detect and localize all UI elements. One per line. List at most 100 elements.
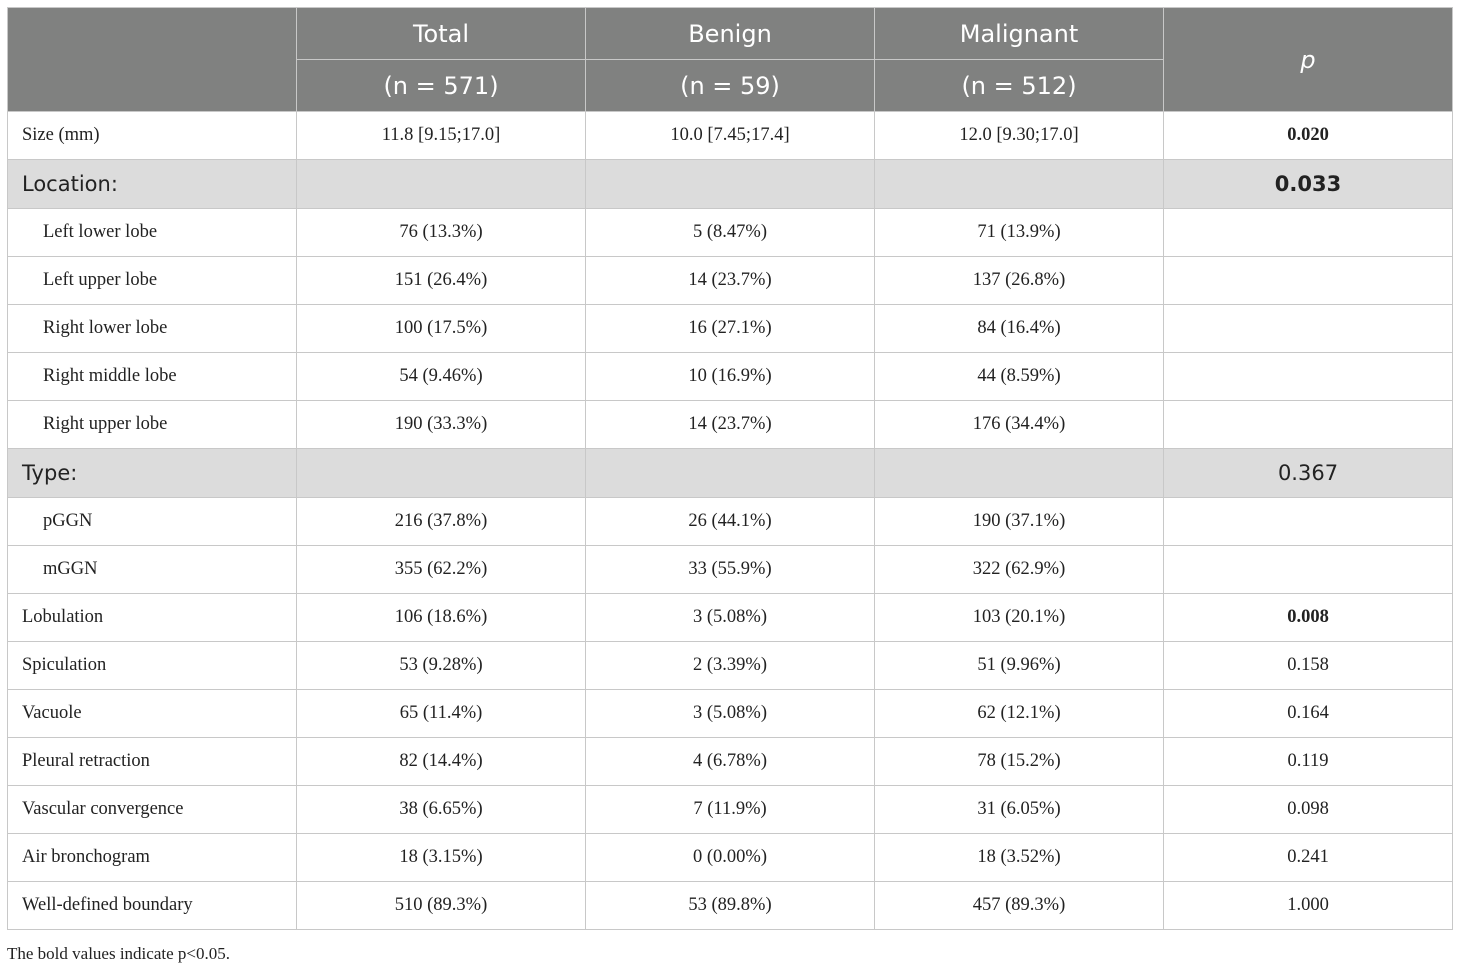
- table-row: pGGN 216 (37.8%) 26 (44.1%) 190 (37.1%): [7, 497, 1453, 546]
- cell-total: 100 (17.5%): [296, 304, 586, 353]
- cell-malignant: 103 (20.1%): [874, 593, 1164, 642]
- cell-benign: 53 (89.8%): [585, 881, 875, 930]
- table-row: Left lower lobe 76 (13.3%) 5 (8.47%) 71 (13…: [7, 208, 1453, 257]
- cell-total: 510 (89.3%): [296, 881, 586, 930]
- header-benign-n: (n = 59): [585, 59, 875, 112]
- cell-total: 38 (6.65%): [296, 785, 586, 834]
- header-total: Total: [296, 7, 586, 60]
- cell-total: 82 (14.4%): [296, 737, 586, 786]
- cell-benign: 16 (27.1%): [585, 304, 875, 353]
- cell-total: 76 (13.3%): [296, 208, 586, 257]
- row-label: Right middle lobe: [7, 352, 297, 401]
- table-header: Total Benign Malignant p (n = 571) (n = …: [7, 7, 1453, 112]
- table-row: Lobulation 106 (18.6%) 3 (5.08%) 103 (20.1%…: [7, 593, 1453, 642]
- cell-malignant: [874, 448, 1164, 498]
- cell-malignant: 44 (8.59%): [874, 352, 1164, 401]
- cell-malignant: 71 (13.9%): [874, 208, 1164, 257]
- cell-malignant: 51 (9.96%): [874, 641, 1164, 690]
- cell-p-value: [1163, 352, 1453, 401]
- section-row: Type: 0.367: [7, 448, 1453, 498]
- cell-total: 355 (62.2%): [296, 545, 586, 594]
- cell-benign: 2 (3.39%): [585, 641, 875, 690]
- cell-p-value: 0.098: [1163, 785, 1453, 834]
- table-row: Vacuole 65 (11.4%) 3 (5.08%) 62 (12.1%) 0.16…: [7, 689, 1453, 738]
- row-label: Vacuole: [7, 689, 297, 738]
- cell-p-value: [1163, 256, 1453, 305]
- row-label: Lobulation: [7, 593, 297, 642]
- cell-malignant: [874, 159, 1164, 209]
- cell-benign: [585, 448, 875, 498]
- section-row: Location: 0.033: [7, 159, 1453, 209]
- cell-p-value: 1.000: [1163, 881, 1453, 930]
- header-p-value: p: [1163, 7, 1453, 112]
- table-row: Right upper lobe 190 (33.3%) 14 (23.7%) 176…: [7, 400, 1453, 449]
- table-row: mGGN 355 (62.2%) 33 (55.9%) 322 (62.9%): [7, 545, 1453, 594]
- cell-benign: 4 (6.78%): [585, 737, 875, 786]
- cell-p-value: 0.020: [1163, 111, 1453, 160]
- cell-p-value: 0.164: [1163, 689, 1453, 738]
- cell-benign: 10.0 [7.45;17.4]: [585, 111, 875, 160]
- cell-total: 54 (9.46%): [296, 352, 586, 401]
- cell-benign: 0 (0.00%): [585, 833, 875, 882]
- row-label: Type:: [7, 448, 297, 498]
- cell-p-value: [1163, 497, 1453, 546]
- row-label: Air bronchogram: [7, 833, 297, 882]
- row-label: pGGN: [7, 497, 297, 546]
- cell-malignant: 457 (89.3%): [874, 881, 1164, 930]
- cell-total: 18 (3.15%): [296, 833, 586, 882]
- row-label: Pleural retraction: [7, 737, 297, 786]
- cell-benign: 26 (44.1%): [585, 497, 875, 546]
- cell-p-value: 0.367: [1163, 448, 1453, 498]
- cell-p-value: 0.158: [1163, 641, 1453, 690]
- cell-p-value: [1163, 400, 1453, 449]
- cell-malignant: 322 (62.9%): [874, 545, 1164, 594]
- cell-total: 53 (9.28%): [296, 641, 586, 690]
- cell-malignant: 18 (3.52%): [874, 833, 1164, 882]
- table-row: Pleural retraction 82 (14.4%) 4 (6.78%) 78 …: [7, 737, 1453, 786]
- cell-benign: 3 (5.08%): [585, 593, 875, 642]
- cell-total: 65 (11.4%): [296, 689, 586, 738]
- table-row: Well-defined boundary 510 (89.3%) 53 (89.8…: [7, 881, 1453, 930]
- table-row: Right middle lobe 54 (9.46%) 10 (16.9%) 44 …: [7, 352, 1453, 401]
- cell-p-value: 0.008: [1163, 593, 1453, 642]
- row-label: Left upper lobe: [7, 256, 297, 305]
- cell-total: [296, 159, 586, 209]
- row-label: Right upper lobe: [7, 400, 297, 449]
- table-row: Spiculation 53 (9.28%) 2 (3.39%) 51 (9.96%)…: [7, 641, 1453, 690]
- comparison-table: Total Benign Malignant p (n = 571) (n = …: [7, 7, 1453, 930]
- cell-malignant: 78 (15.2%): [874, 737, 1164, 786]
- cell-benign: [585, 159, 875, 209]
- cell-benign: 3 (5.08%): [585, 689, 875, 738]
- cell-total: 106 (18.6%): [296, 593, 586, 642]
- row-label: Well-defined boundary: [7, 881, 297, 930]
- cell-p-value: [1163, 545, 1453, 594]
- cell-malignant: 190 (37.1%): [874, 497, 1164, 546]
- cell-benign: 10 (16.9%): [585, 352, 875, 401]
- header-benign: Benign: [585, 7, 875, 60]
- cell-malignant: 62 (12.1%): [874, 689, 1164, 738]
- cell-benign: 14 (23.7%): [585, 256, 875, 305]
- header-total-n: (n = 571): [296, 59, 586, 112]
- cell-p-value: [1163, 208, 1453, 257]
- row-label: Vascular convergence: [7, 785, 297, 834]
- table-row: Air bronchogram 18 (3.15%) 0 (0.00%) 18 (3.…: [7, 833, 1453, 882]
- table-body: Size (mm) 11.8 [9.15;17.0] 10.0 [7.45;17.4…: [7, 111, 1453, 930]
- cell-total: [296, 448, 586, 498]
- cell-total: 11.8 [9.15;17.0]: [296, 111, 586, 160]
- table-footnote: The bold values indicate p<0.05.: [7, 944, 230, 963]
- cell-total: 151 (26.4%): [296, 256, 586, 305]
- cell-malignant: 84 (16.4%): [874, 304, 1164, 353]
- cell-p-value: 0.033: [1163, 159, 1453, 209]
- row-label: mGGN: [7, 545, 297, 594]
- cell-benign: 5 (8.47%): [585, 208, 875, 257]
- row-label: Right lower lobe: [7, 304, 297, 353]
- cell-benign: 7 (11.9%): [585, 785, 875, 834]
- cell-total: 190 (33.3%): [296, 400, 586, 449]
- cell-p-value: [1163, 304, 1453, 353]
- row-label: Location:: [7, 159, 297, 209]
- row-label: Left lower lobe: [7, 208, 297, 257]
- cell-malignant: 31 (6.05%): [874, 785, 1164, 834]
- row-label: Size (mm): [7, 111, 297, 160]
- table-row: Right lower lobe 100 (17.5%) 16 (27.1%) 84 …: [7, 304, 1453, 353]
- cell-p-value: 0.119: [1163, 737, 1453, 786]
